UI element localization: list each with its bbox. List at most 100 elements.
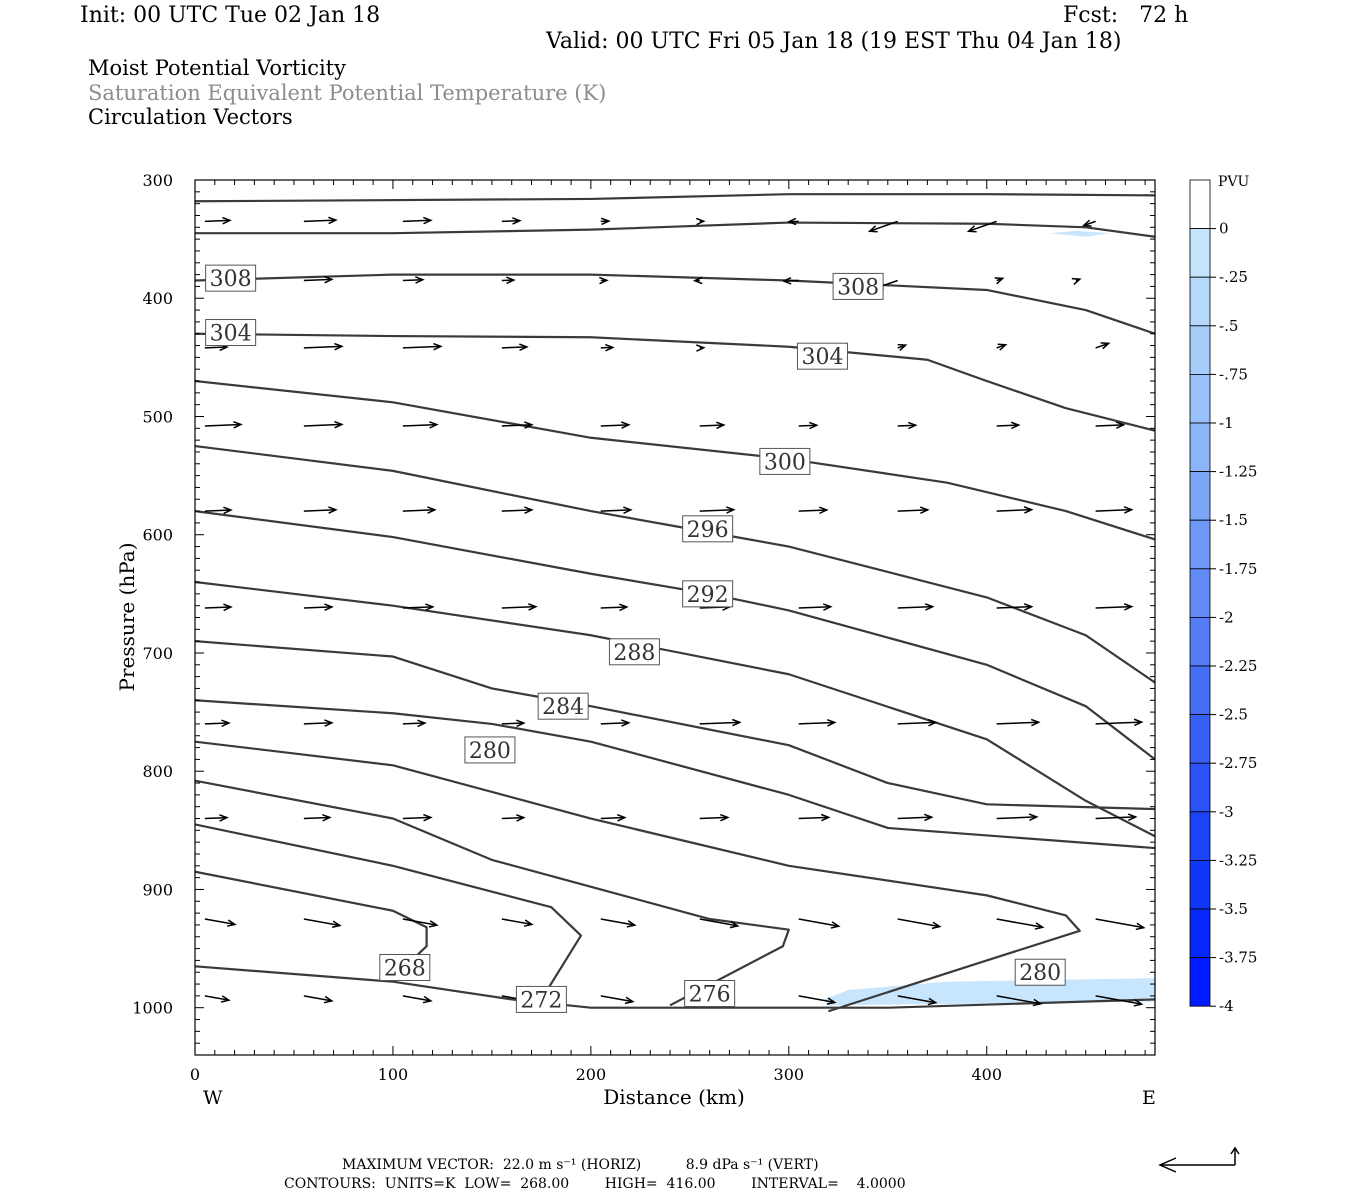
circulation-vector	[1095, 506, 1134, 514]
circulation-vector	[798, 918, 841, 929]
colorbar-swatch	[1189, 714, 1211, 764]
colorbar-swatch	[1189, 617, 1211, 667]
y-axis-title: Pressure (hPa)	[115, 543, 139, 692]
circulation-vector	[402, 506, 437, 514]
circulation-vector	[204, 216, 232, 225]
circulation-vector	[501, 719, 526, 728]
colorbar-label: -2.25	[1219, 657, 1257, 675]
theta-contour-line	[195, 740, 1081, 1013]
circulation-vector	[996, 813, 1039, 821]
circulation-vector	[204, 814, 229, 822]
circulation-vector	[204, 918, 237, 927]
colorbar-label: -4	[1219, 997, 1234, 1015]
x-tick-label: 400	[971, 1065, 1002, 1084]
circulation-vector	[402, 719, 427, 728]
colorbar-swatch	[1189, 762, 1211, 813]
y-tick-label: 400	[142, 289, 173, 308]
contour-label-box	[1014, 958, 1066, 986]
circulation-vector	[867, 220, 898, 233]
colorbar-label: -2.75	[1219, 754, 1257, 772]
circulation-vector	[798, 995, 837, 1005]
contour-label-box	[682, 580, 734, 608]
circulation-vector	[204, 420, 243, 429]
circulation-vector	[897, 506, 930, 514]
circulation-vector	[600, 343, 615, 352]
circulation-vector	[204, 719, 231, 728]
circulation-vector	[699, 918, 740, 929]
circulation-vector	[996, 343, 1008, 351]
circulation-vector	[996, 718, 1041, 727]
circulation-vector	[501, 421, 534, 429]
circulation-vector	[897, 918, 942, 930]
vector-layer	[204, 216, 1146, 1007]
valid-time: Valid: 00 UTC Fri 05 Jan 18 (19 EST Thu …	[546, 29, 1122, 54]
circulation-vector	[897, 813, 934, 822]
colorbar-label: -2	[1219, 608, 1234, 626]
circulation-vector	[501, 918, 534, 927]
circulation-vector	[402, 918, 439, 928]
circulation-vector	[897, 995, 938, 1006]
circulation-vector	[1095, 421, 1126, 429]
y-tick-label: 900	[142, 880, 173, 899]
colorbar-swatch	[1189, 957, 1211, 1007]
circulation-vector	[501, 603, 538, 611]
contour-label: 280	[1019, 961, 1061, 986]
contour-layer	[195, 193, 1155, 1013]
theta-contour-line	[195, 823, 583, 1001]
contour-label-box	[205, 319, 257, 347]
field-vectors: Circulation Vectors	[88, 105, 293, 129]
circulation-vector	[699, 421, 726, 430]
pvu-colorbar	[1189, 179, 1211, 1007]
colorbar-swatch	[1189, 422, 1211, 472]
contour-label-box	[608, 638, 660, 666]
contour-label: 304	[801, 345, 843, 370]
circulation-vector	[599, 276, 609, 285]
colorbar-swatch	[1189, 908, 1211, 958]
theta-contour-line	[195, 699, 1155, 850]
colorbar-swatch	[1189, 179, 1211, 229]
contour-label-box	[379, 954, 431, 981]
colorbar-label: -1.75	[1219, 560, 1257, 578]
circulation-vector	[303, 813, 332, 822]
circulation-vector	[695, 344, 706, 352]
west-label: W	[203, 1087, 223, 1109]
contour-label-box	[796, 342, 848, 370]
circulation-vector	[600, 719, 631, 727]
circulation-vector	[303, 995, 334, 1004]
circulation-vector	[303, 506, 338, 514]
circulation-vector	[996, 995, 1043, 1007]
theta-contour-line	[195, 379, 1155, 541]
contour-label: 284	[542, 695, 584, 720]
colorbar-labels: 0 -.25 -.5 -.75 -1 -1.25 -1.5 -1.75 -2 -2.25 -2.5 -…	[1210, 220, 1257, 1015]
theta-contour-line	[195, 273, 1155, 335]
colorbar-swatch	[1189, 325, 1211, 375]
colorbar-label: -.5	[1219, 317, 1238, 335]
circulation-vector	[303, 603, 334, 612]
circulation-vector	[1095, 603, 1134, 611]
x-tick-label: 200	[576, 1065, 607, 1084]
theta-contour-line	[195, 332, 1155, 432]
circulation-vector	[402, 995, 433, 1004]
circulation-vector	[402, 813, 433, 822]
theta-contour-line	[195, 193, 1155, 203]
contour-label: 300	[764, 450, 806, 475]
circulation-vector	[1095, 718, 1144, 727]
y-tick-label: 500	[142, 407, 173, 426]
circulation-vector	[600, 918, 637, 928]
y-tick-label: 300	[142, 171, 173, 190]
colorbar-swatch	[1189, 568, 1211, 618]
circulation-vector	[996, 918, 1045, 930]
contour-label: 272	[520, 988, 562, 1013]
colorbar-swatch	[1189, 228, 1211, 278]
colorbar-label: -3.25	[1219, 851, 1257, 869]
colorbar-label: -.75	[1219, 365, 1248, 383]
colorbar-swatch	[1189, 665, 1211, 715]
circulation-vector	[692, 276, 703, 285]
mpv-shade-region	[1050, 230, 1110, 237]
contour-label: 304	[210, 322, 252, 347]
circulation-vector	[501, 217, 522, 225]
circulation-vector	[600, 814, 627, 822]
contour-label: 288	[613, 641, 655, 666]
contour-label: 308	[210, 267, 252, 292]
